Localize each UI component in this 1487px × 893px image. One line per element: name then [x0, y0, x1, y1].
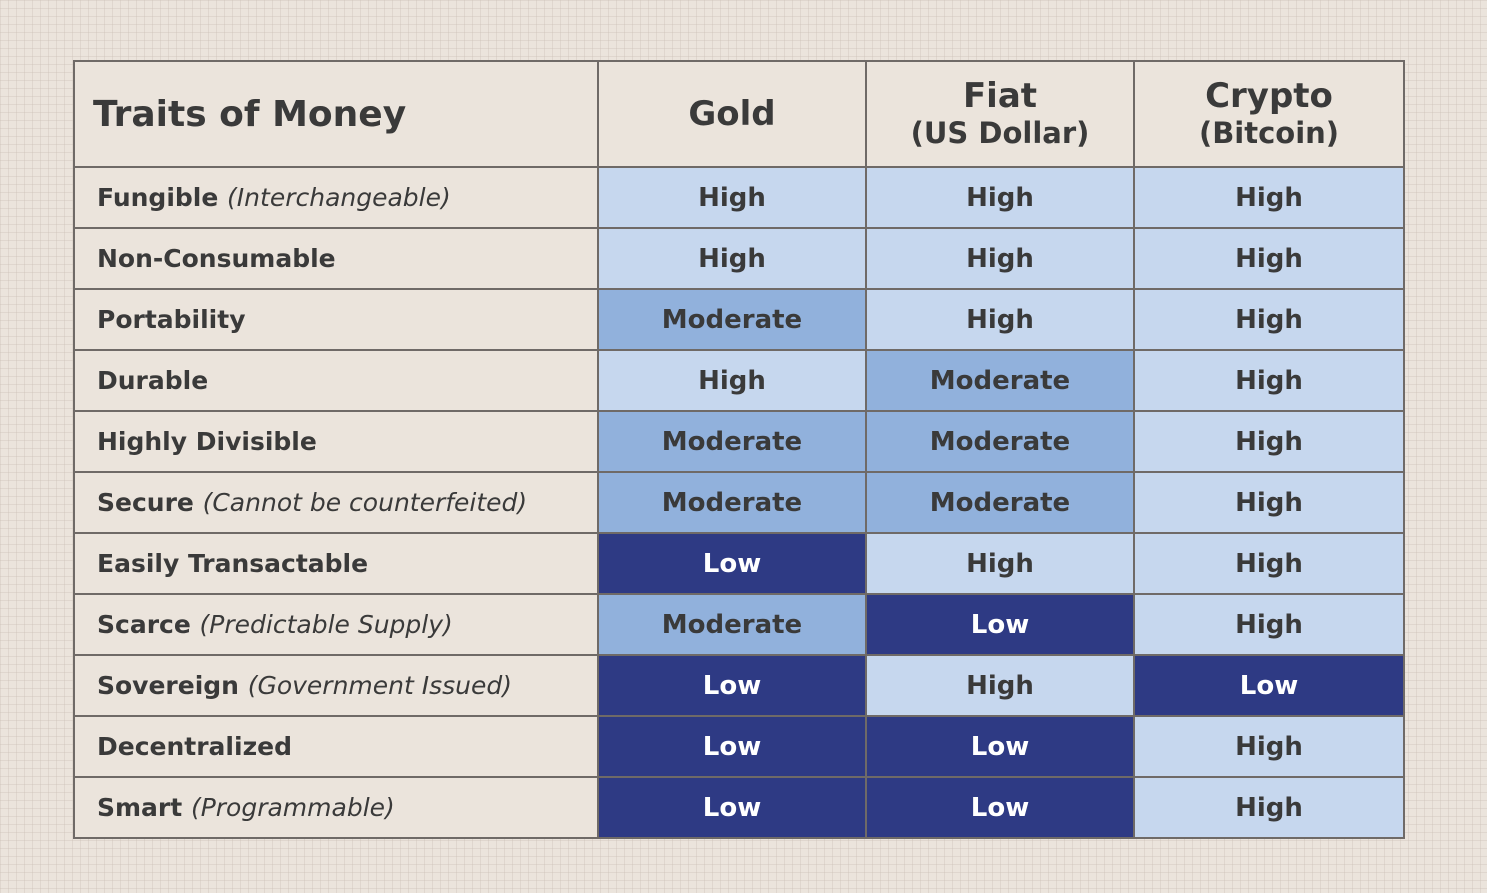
- table-row: Secure (Cannot be counterfeited) Moderate…: [73, 471, 1405, 534]
- rating-cell: High: [1133, 471, 1405, 534]
- trait-name: Portability: [97, 305, 246, 334]
- column-subtitle: (US Dollar): [910, 116, 1090, 150]
- trait-name: Easily Transactable: [97, 549, 369, 578]
- rating-cell: High: [597, 166, 867, 229]
- trait-name: Smart: [97, 793, 183, 822]
- rating-cell: High: [1133, 715, 1405, 778]
- rating-cell: Low: [597, 532, 867, 595]
- table-title: Traits of Money: [73, 60, 599, 168]
- rating-cell: Moderate: [597, 410, 867, 473]
- trait-cell: Easily Transactable: [73, 532, 599, 595]
- column-subtitle: (Bitcoin): [1198, 116, 1340, 150]
- trait-cell: Smart (Programmable): [73, 776, 599, 839]
- rating-cell: High: [865, 654, 1135, 717]
- column-header-crypto: Crypto (Bitcoin): [1133, 60, 1405, 168]
- rating-cell: High: [865, 227, 1135, 290]
- rating-cell: Low: [865, 715, 1135, 778]
- column-header-gold: Gold: [597, 60, 867, 168]
- trait-cell: Fungible (Interchangeable): [73, 166, 599, 229]
- rating-cell: Low: [597, 776, 867, 839]
- table-row: Fungible (Interchangeable) High High High: [73, 166, 1405, 229]
- table-body: Fungible (Interchangeable) High High High No…: [73, 166, 1405, 839]
- trait-note: (Government Issued): [247, 671, 513, 700]
- rating-cell: High: [1133, 410, 1405, 473]
- trait-note: (Predictable Supply): [199, 610, 453, 639]
- rating-cell: High: [865, 532, 1135, 595]
- table-row: Durable High Moderate High: [73, 349, 1405, 412]
- rating-cell: Low: [597, 715, 867, 778]
- rating-cell: Moderate: [597, 471, 867, 534]
- trait-name: Secure: [97, 488, 194, 517]
- rating-cell: High: [1133, 166, 1405, 229]
- table-row: Decentralized Low Low High: [73, 715, 1405, 778]
- trait-name: Sovereign: [97, 671, 239, 700]
- rating-cell: Moderate: [597, 288, 867, 351]
- trait-name: Non-Consumable: [97, 244, 336, 273]
- trait-name: Fungible: [97, 183, 219, 212]
- trait-cell: Sovereign (Government Issued): [73, 654, 599, 717]
- table-row: Highly Divisible Moderate Moderate High: [73, 410, 1405, 473]
- table-row: Portability Moderate High High: [73, 288, 1405, 351]
- trait-name: Decentralized: [97, 732, 292, 761]
- rating-cell: Low: [1133, 654, 1405, 717]
- rating-cell: Moderate: [865, 410, 1135, 473]
- rating-cell: Low: [597, 654, 867, 717]
- rating-cell: High: [1133, 227, 1405, 290]
- table-row: Non-Consumable High High High: [73, 227, 1405, 290]
- rating-cell: High: [597, 227, 867, 290]
- traits-of-money-table: Traits of Money Gold Fiat (US Dollar) Cr…: [73, 60, 1405, 839]
- trait-cell: Decentralized: [73, 715, 599, 778]
- rating-cell: High: [865, 166, 1135, 229]
- trait-name: Scarce: [97, 610, 191, 639]
- rating-cell: Moderate: [597, 593, 867, 656]
- trait-cell: Secure (Cannot be counterfeited): [73, 471, 599, 534]
- trait-cell: Non-Consumable: [73, 227, 599, 290]
- trait-cell: Portability: [73, 288, 599, 351]
- column-name: Fiat: [962, 76, 1038, 116]
- rating-cell: High: [865, 288, 1135, 351]
- table-row: Scarce (Predictable Supply) Moderate Low Hi…: [73, 593, 1405, 656]
- rating-cell: Low: [865, 593, 1135, 656]
- rating-cell: High: [1133, 532, 1405, 595]
- table-header-row: Traits of Money Gold Fiat (US Dollar) Cr…: [73, 60, 1405, 168]
- trait-name: Durable: [97, 366, 209, 395]
- rating-cell: High: [1133, 776, 1405, 839]
- table-row: Easily Transactable Low High High: [73, 532, 1405, 595]
- column-name: Crypto: [1205, 76, 1333, 116]
- rating-cell: Moderate: [865, 349, 1135, 412]
- trait-cell: Scarce (Predictable Supply): [73, 593, 599, 656]
- column-name: Gold: [688, 94, 776, 134]
- trait-name: Highly Divisible: [97, 427, 317, 456]
- column-header-fiat: Fiat (US Dollar): [865, 60, 1135, 168]
- trait-note: (Cannot be counterfeited): [202, 488, 528, 517]
- rating-cell: Low: [865, 776, 1135, 839]
- trait-note: (Programmable): [190, 793, 395, 822]
- rating-cell: Moderate: [865, 471, 1135, 534]
- table-row: Sovereign (Government Issued) Low High Low: [73, 654, 1405, 717]
- rating-cell: High: [1133, 593, 1405, 656]
- trait-note: (Interchangeable): [227, 183, 451, 212]
- trait-cell: Durable: [73, 349, 599, 412]
- rating-cell: High: [1133, 349, 1405, 412]
- rating-cell: High: [597, 349, 867, 412]
- table-row: Smart (Programmable) Low Low High: [73, 776, 1405, 839]
- trait-cell: Highly Divisible: [73, 410, 599, 473]
- rating-cell: High: [1133, 288, 1405, 351]
